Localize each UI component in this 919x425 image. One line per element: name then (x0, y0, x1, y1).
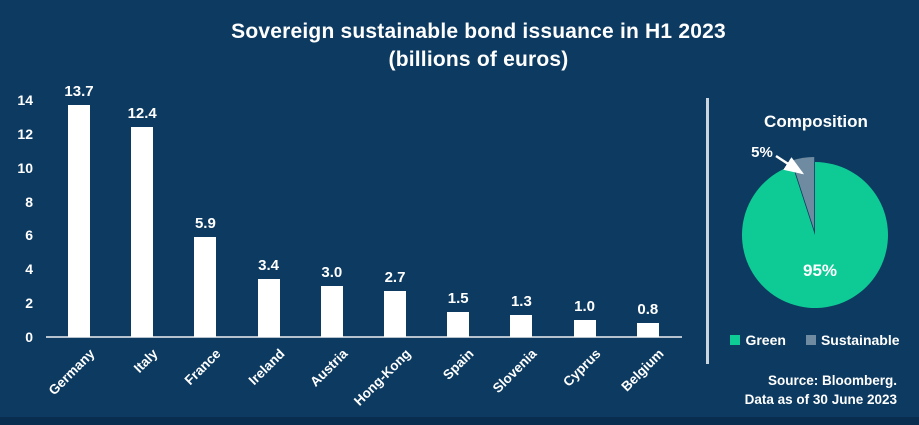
pie-slice-label-green: 95% (802, 261, 838, 280)
legend-item-sustainable: Sustainable (805, 332, 900, 348)
bar (510, 314, 533, 337)
pie-slice-label-sustainable: 5% (751, 144, 773, 161)
bar-value-label: 13.7 (64, 83, 94, 101)
y-axis-tick: 0 (25, 329, 33, 345)
bar-value-label: 12.4 (127, 105, 157, 123)
bar-value-label: 3.0 (321, 264, 343, 282)
bar-value-label: 0.8 (637, 301, 659, 319)
bar (636, 323, 659, 337)
bar (194, 237, 217, 337)
divider-line (706, 98, 709, 364)
source-line-2: Data as of 30 June 2023 (744, 392, 897, 407)
bar (257, 279, 280, 337)
legend-item-green: Green (730, 332, 786, 348)
bar (131, 127, 154, 337)
y-axis-tick: 14 (17, 92, 33, 108)
y-axis-tick: 8 (25, 193, 33, 210)
pie-chart (741, 154, 888, 308)
bar (384, 291, 406, 337)
bar-value-label: 1.5 (447, 289, 469, 307)
chart-title: Sovereign sustainable bond issuance in H… (231, 20, 726, 43)
chart-subtitle: (billions of euros) (388, 48, 569, 71)
y-axis-tick: 12 (17, 125, 33, 142)
pie-legend: Green Sustainable (710, 332, 919, 348)
y-axis-tick: 6 (25, 227, 33, 244)
pie-slice-green (741, 162, 888, 308)
callout-arrow (775, 154, 805, 175)
y-axis-tick: 10 (17, 159, 33, 176)
legend-label: Sustainable (820, 332, 900, 348)
legend-label: Green (745, 332, 786, 348)
pie-title: Composition (764, 112, 868, 131)
bar (447, 311, 470, 337)
pie-slice-sustainable (791, 157, 815, 231)
source-line-1: Source: Bloomberg. (767, 373, 897, 388)
bar (68, 105, 90, 337)
bar-value-label: 1.0 (574, 298, 596, 316)
bar-value-label: 2.7 (384, 269, 406, 287)
bar (320, 286, 343, 337)
y-axis-tick: 2 (25, 295, 33, 312)
legend-swatch-sustainable (805, 335, 816, 345)
bar (573, 320, 596, 337)
source-note: Source: Bloomberg. Data as of 30 June 20… (745, 371, 897, 409)
bar-value-label: 1.3 (510, 292, 532, 310)
y-axis-tick: 4 (25, 261, 33, 278)
bar-value-label: 5.9 (194, 215, 216, 233)
footer-strip (0, 417, 919, 425)
legend-swatch-green (730, 335, 741, 345)
x-axis-line (46, 336, 682, 338)
bar-value-label: 3.4 (258, 257, 280, 275)
